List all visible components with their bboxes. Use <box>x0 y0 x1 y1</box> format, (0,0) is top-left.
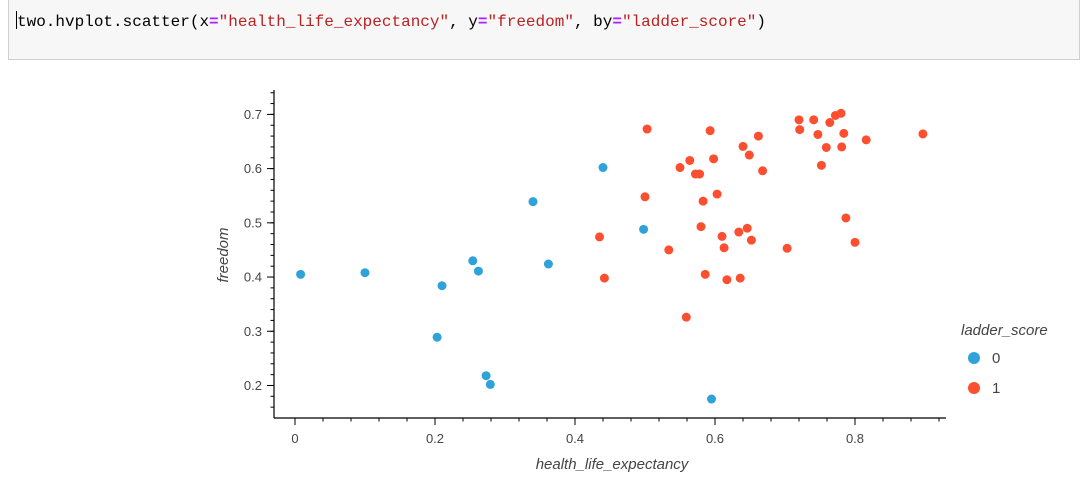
y-tick-label: 0.2 <box>244 378 262 393</box>
scatter-point-1 <box>837 142 847 152</box>
code-token: , <box>573 13 594 31</box>
scatter-point-1 <box>816 160 826 170</box>
scatter-point-1 <box>595 232 604 242</box>
scatter-point-1 <box>850 237 860 247</box>
x-axis-label: health_life_expectancy <box>536 456 690 473</box>
legend-marker-1 <box>968 382 980 394</box>
scatter-points <box>296 108 928 404</box>
scatter-point-0 <box>481 371 491 381</box>
scatter-point-1 <box>664 245 674 255</box>
axes: 0 0.2 0.4 0.6 0.8 0.2 0.3 0.4 0.5 0.6 0.7 <box>244 90 946 446</box>
x-tick-label: 0.2 <box>426 431 444 446</box>
scatter-point-1 <box>918 129 928 139</box>
scatter-point-1 <box>735 273 745 283</box>
scatter-point-0 <box>432 332 442 342</box>
scatter-point-1 <box>709 154 719 164</box>
scatter-point-0 <box>543 259 553 269</box>
scatter-point-1 <box>813 129 823 139</box>
scatter-point-1 <box>719 243 729 253</box>
scatter-point-1 <box>742 223 752 233</box>
legend-background <box>946 306 1080 418</box>
scatter-point-0 <box>707 394 716 404</box>
scatter-point-0 <box>468 256 478 266</box>
scatter-point-1 <box>825 118 835 128</box>
code-token: two.hvplot.scatter( <box>17 13 200 31</box>
scatter-point-1 <box>696 222 706 232</box>
code-token: = <box>209 13 219 31</box>
scatter-point-1 <box>712 189 722 199</box>
text-cursor <box>16 11 17 29</box>
code-token: ) <box>756 13 766 31</box>
scatter-point-1 <box>675 163 685 173</box>
scatter-point-1 <box>809 115 819 125</box>
legend-marker-0 <box>968 352 980 364</box>
y-tick-label: 0.7 <box>244 107 262 122</box>
code-token: "health_life_expectancy" <box>218 13 450 31</box>
scatter-point-1 <box>782 243 792 253</box>
x-tick-label: 0.8 <box>846 431 864 446</box>
code-token: y <box>468 13 478 31</box>
scatter-point-1 <box>695 169 705 179</box>
legend: ladder_score 0 1 <box>946 306 1080 418</box>
code-token: "ladder_score" <box>621 13 757 31</box>
x-tick-label: 0.4 <box>566 431 584 446</box>
scatter-point-0 <box>296 269 306 279</box>
code-token: , <box>449 13 469 31</box>
y-tick-label: 0.5 <box>244 215 262 230</box>
scatter-point-0 <box>360 268 370 278</box>
scatter-point-1 <box>681 312 691 322</box>
scatter-point-1 <box>685 155 695 165</box>
scatter-point-1 <box>758 166 768 176</box>
scatter-point-1 <box>839 128 849 138</box>
y-tick-label: 0.6 <box>244 161 262 176</box>
scatter-point-1 <box>722 275 732 285</box>
y-tick-label: 0.3 <box>244 324 262 339</box>
y-tick-label: 0.4 <box>244 270 262 285</box>
scatter-point-1 <box>640 192 650 202</box>
scatter-point-1 <box>734 227 744 237</box>
code-text: two.hvplot.scatter(x="health_life_expect… <box>17 13 766 31</box>
y-axis-label: freedom <box>215 227 232 282</box>
code-token: by <box>593 13 613 31</box>
code-input[interactable]: two.hvplot.scatter(x="health_life_expect… <box>16 11 766 31</box>
scatter-point-0 <box>473 266 483 276</box>
scatter-point-1 <box>821 142 831 152</box>
scatter-point-0 <box>528 197 538 207</box>
code-token: "freedom" <box>487 13 574 31</box>
scatter-point-0 <box>485 379 495 389</box>
scatter-point-1 <box>698 196 708 206</box>
scatter-point-1 <box>753 131 763 141</box>
scatter-point-1 <box>705 126 715 136</box>
scatter-point-0 <box>437 281 447 291</box>
legend-label-0: 0 <box>992 350 1000 367</box>
scatter-point-1 <box>738 141 748 151</box>
scatter-point-1 <box>861 135 871 145</box>
scatter-point-1 <box>744 150 754 160</box>
scatter-point-0 <box>639 224 649 234</box>
code-cell[interactable]: two.hvplot.scatter(x="health_life_expect… <box>8 0 1080 60</box>
code-token: x <box>199 13 210 31</box>
code-token: = <box>612 13 622 31</box>
x-tick-label: 0.6 <box>706 431 724 446</box>
scatter-point-1 <box>841 213 851 223</box>
scatter-point-1 <box>836 108 846 118</box>
scatter-point-1 <box>746 235 756 245</box>
legend-title: ladder_score <box>961 322 1048 339</box>
code-token: = <box>477 13 488 31</box>
scatter-point-0 <box>598 163 608 173</box>
x-tick-label: 0 <box>291 431 298 446</box>
legend-label-1: 1 <box>992 380 1000 397</box>
scatter-point-1 <box>700 269 710 279</box>
scatter-point-1 <box>642 124 652 134</box>
scatter-point-1 <box>795 125 805 135</box>
scatter-point-1 <box>599 273 609 283</box>
scatter-point-1 <box>794 115 804 125</box>
scatter-point-1 <box>717 231 727 241</box>
